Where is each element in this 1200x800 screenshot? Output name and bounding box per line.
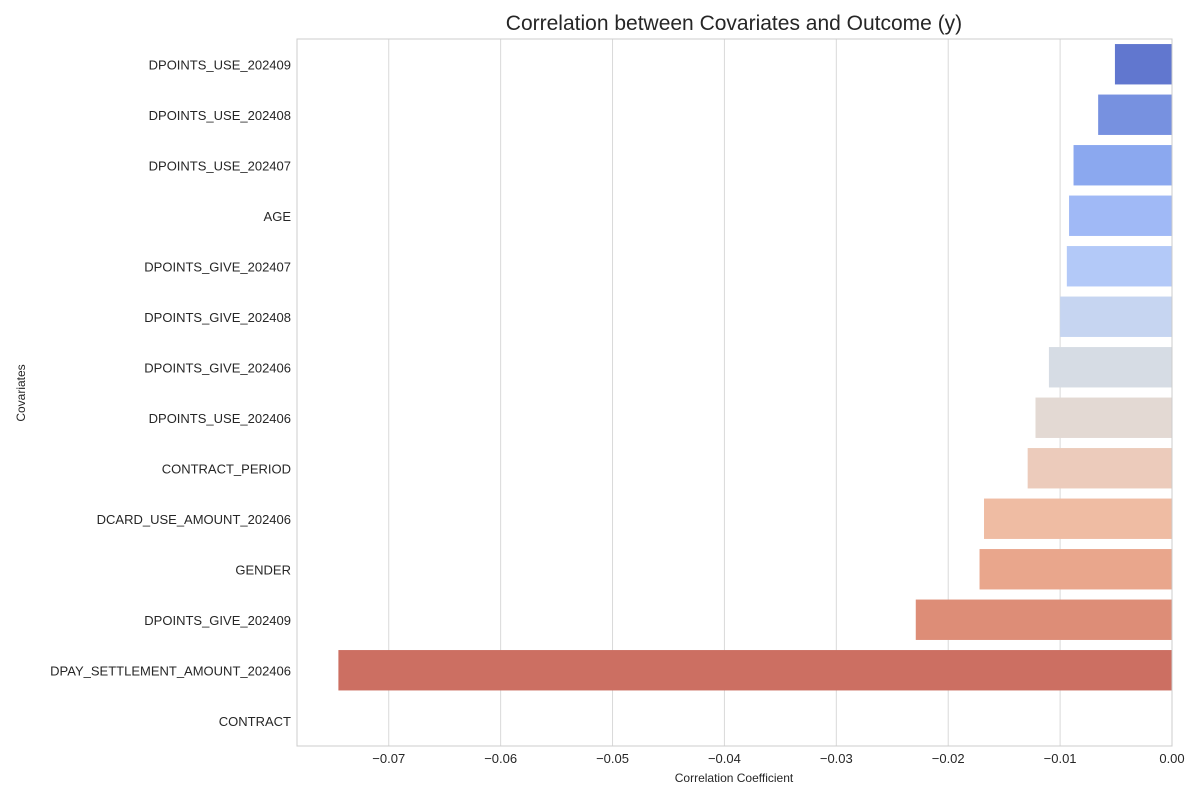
y-tick-label: DPOINTS_USE_202409 bbox=[149, 57, 291, 72]
bar bbox=[1027, 448, 1172, 489]
x-tick-label: −0.04 bbox=[708, 751, 741, 766]
y-tick-label: DPAY_SETTLEMENT_AMOUNT_202406 bbox=[50, 663, 291, 678]
plot-frame bbox=[296, 38, 1173, 747]
bar bbox=[1060, 296, 1172, 337]
y-tick-label: DPOINTS_USE_202406 bbox=[149, 411, 291, 426]
bars bbox=[338, 44, 1172, 691]
grid-lines bbox=[388, 39, 1173, 746]
y-tick-label: DPOINTS_GIVE_202408 bbox=[144, 310, 291, 325]
x-tick-label: −0.01 bbox=[1044, 751, 1077, 766]
bar bbox=[1048, 347, 1172, 388]
x-tick-labels: −0.07 −0.06 −0.05 −0.04 −0.03 −0.02 −0.01 0.00 bbox=[372, 751, 1184, 766]
x-axis-label: Correlation Coefficient bbox=[675, 771, 794, 785]
x-tick-label: −0.06 bbox=[484, 751, 517, 766]
y-tick-label: DPOINTS_GIVE_202407 bbox=[144, 259, 291, 274]
y-tick-label: DPOINTS_USE_202408 bbox=[149, 108, 291, 123]
x-tick-label: 0.00 bbox=[1159, 751, 1184, 766]
y-tick-labels: DPOINTS_USE_202409 DPOINTS_USE_202408 DPOI… bbox=[50, 57, 291, 729]
y-tick-label: CONTRACT_PERIOD bbox=[162, 461, 291, 476]
bar bbox=[1098, 94, 1172, 135]
y-tick-label: AGE bbox=[264, 209, 292, 224]
y-tick-label: DPOINTS_USE_202407 bbox=[149, 158, 291, 173]
bar bbox=[984, 498, 1172, 539]
bar bbox=[1035, 397, 1172, 438]
bar bbox=[979, 549, 1172, 590]
x-tick-label: −0.03 bbox=[820, 751, 853, 766]
y-tick-label: GENDER bbox=[235, 562, 291, 577]
x-tick-label: −0.07 bbox=[372, 751, 405, 766]
y-tick-label: DPOINTS_GIVE_202409 bbox=[144, 613, 291, 628]
bar bbox=[338, 650, 1172, 691]
chart-title: Correlation between Covariates and Outco… bbox=[506, 12, 962, 35]
x-tick-label: −0.02 bbox=[932, 751, 965, 766]
y-tick-label: DCARD_USE_AMOUNT_202406 bbox=[97, 512, 291, 527]
y-axis-label: Covariates bbox=[14, 364, 28, 421]
y-tick-label: CONTRACT bbox=[219, 714, 291, 729]
bar bbox=[1066, 246, 1172, 287]
bar bbox=[1114, 44, 1172, 85]
bar bbox=[1069, 195, 1172, 236]
bar bbox=[1073, 145, 1172, 186]
y-tick-label: DPOINTS_GIVE_202406 bbox=[144, 360, 291, 375]
x-tick-label: −0.05 bbox=[596, 751, 629, 766]
bar bbox=[915, 599, 1172, 640]
